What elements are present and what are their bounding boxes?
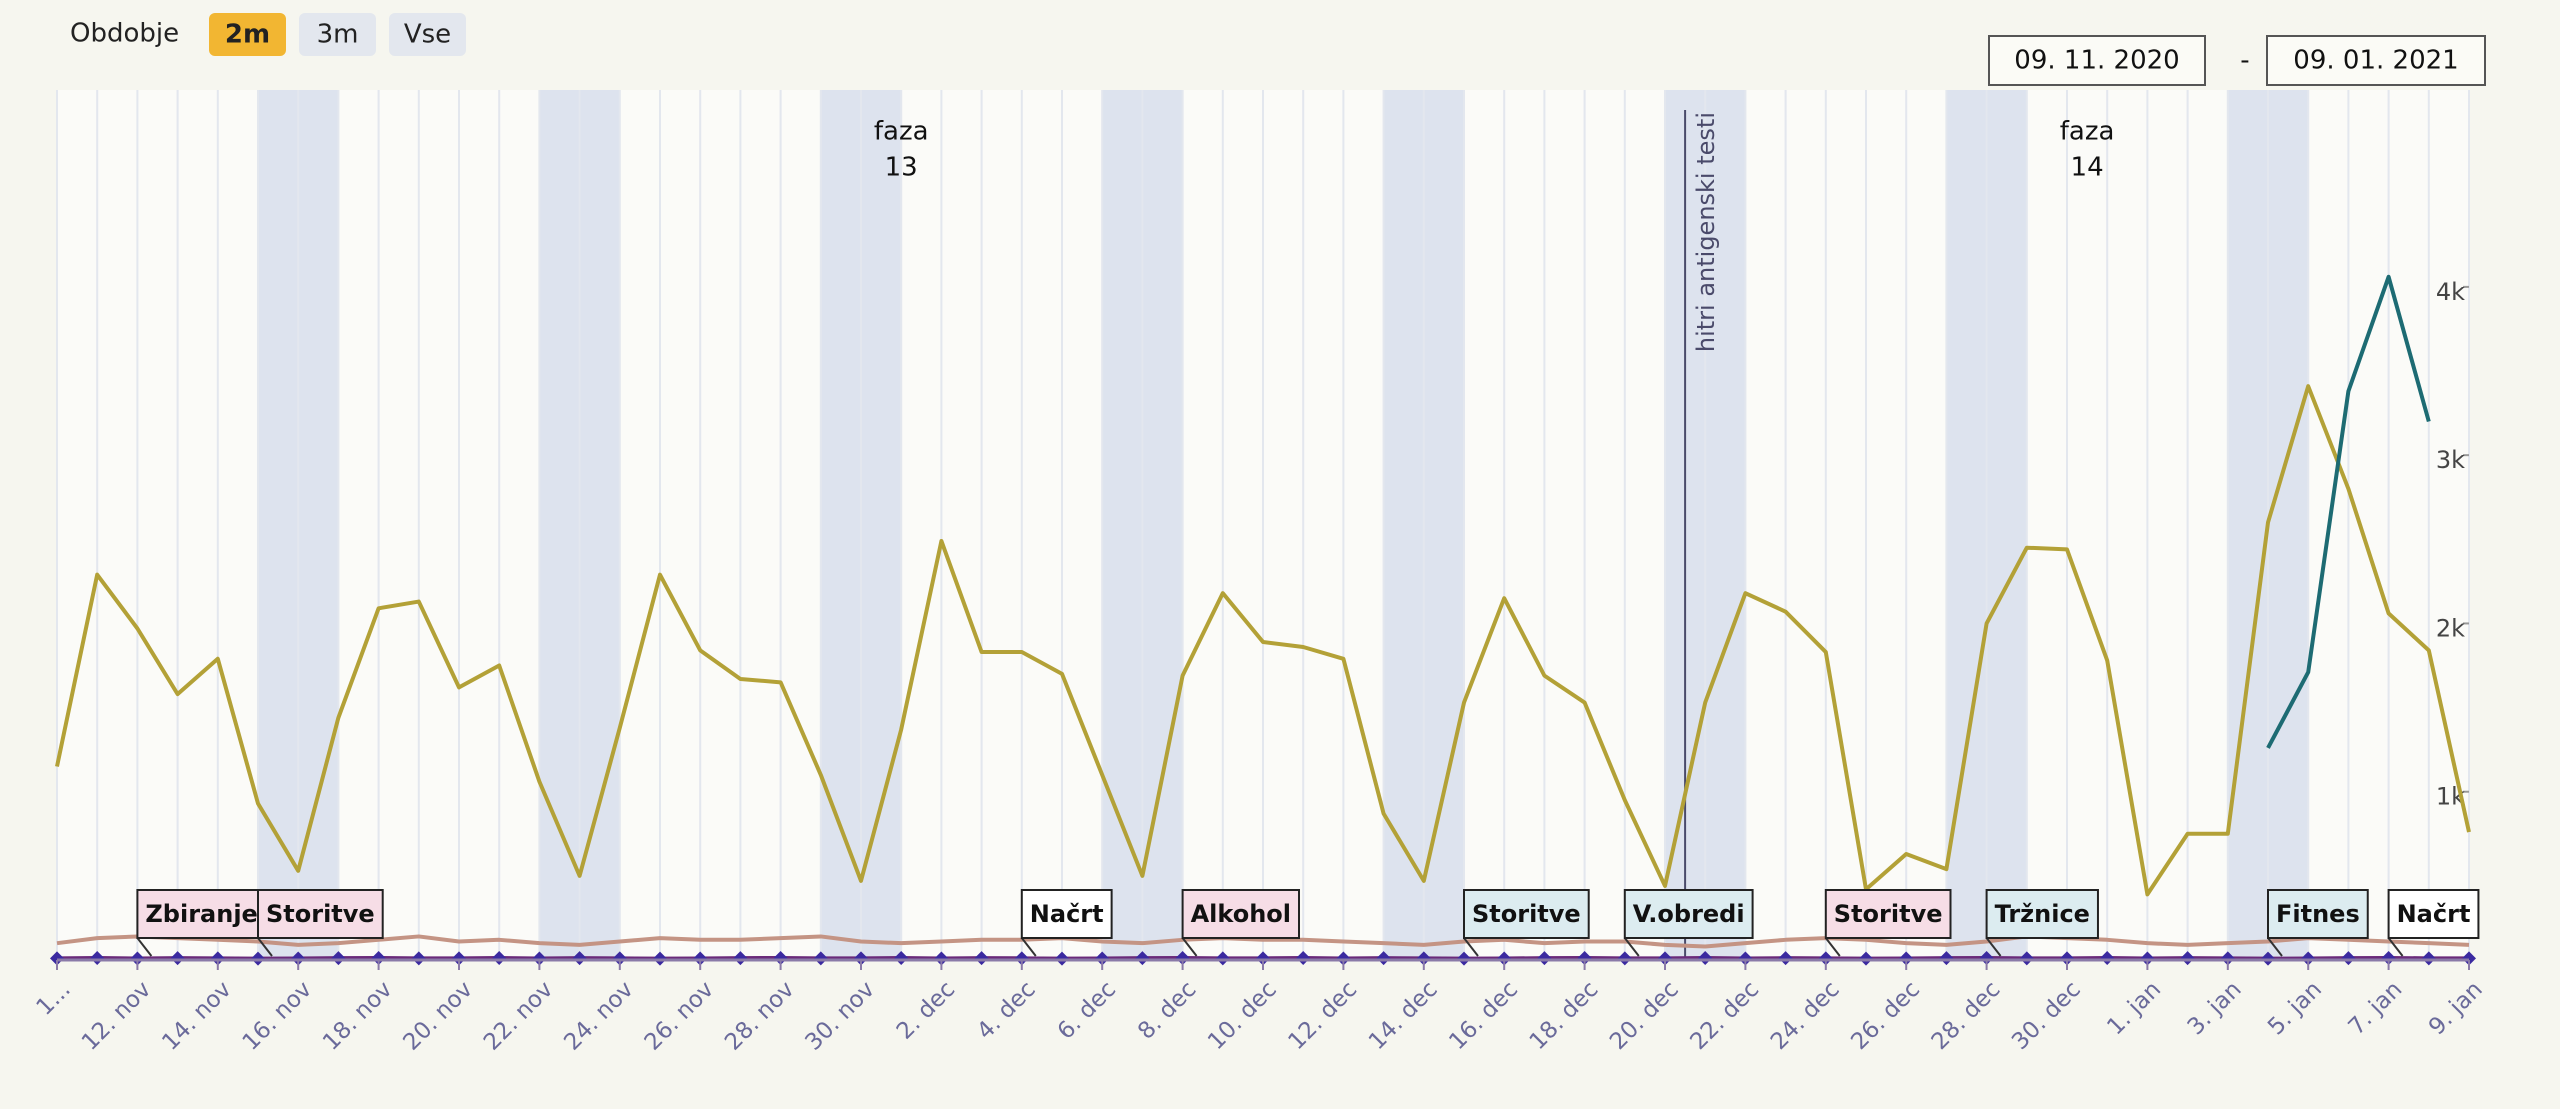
series-line — [55, 384, 2471, 897]
series-marker — [452, 951, 466, 966]
flag-pole — [2387, 937, 2404, 957]
series-marker — [1215, 951, 1230, 966]
series-marker — [1818, 951, 1833, 966]
series-marker — [2421, 951, 2436, 966]
series-marker — [934, 951, 949, 966]
flag-pole — [1463, 937, 1479, 957]
flag-box — [257, 889, 384, 939]
flag-label: Alkohol — [1191, 900, 1291, 928]
series-marker — [1658, 951, 1672, 966]
phase-label: faza — [874, 117, 929, 147]
series-marker — [1376, 951, 1391, 966]
series-marker — [1497, 951, 1512, 966]
period-button-label[interactable]: 3m — [317, 20, 359, 50]
series-marker — [331, 951, 346, 966]
y-tick-label: 2k — [2436, 614, 2465, 642]
flag-box — [1463, 889, 1590, 939]
flag-box — [1824, 889, 1952, 939]
series-marker — [2341, 951, 2356, 966]
flag-box — [1181, 889, 1301, 939]
phase-label: 14 — [2071, 153, 2104, 183]
period-button[interactable] — [209, 13, 286, 56]
flag-box — [1623, 889, 1754, 939]
series-marker — [1095, 951, 1110, 966]
date-to: 09. 01. 2021 — [2293, 46, 2458, 76]
phase-label: 13 — [885, 153, 918, 183]
y-tick-label: 3k — [2436, 446, 2465, 474]
series-marker — [1738, 951, 1753, 966]
flag-label: V.obredi — [1633, 900, 1745, 928]
series-marker — [291, 951, 306, 966]
plot-line-label: hitri antigenski testi — [1692, 112, 1720, 352]
series-marker — [1256, 951, 1270, 966]
series-marker — [1939, 951, 1954, 966]
series-marker — [2019, 951, 2034, 966]
period-button[interactable] — [389, 13, 466, 56]
series-marker — [854, 951, 868, 966]
series-marker — [2301, 951, 2316, 966]
date-from-input[interactable] — [1988, 35, 2206, 86]
date-to-input[interactable] — [2266, 35, 2486, 86]
period-button[interactable] — [299, 13, 376, 56]
flag-pole — [257, 937, 273, 957]
flag-label: Fitnes — [2276, 900, 2360, 928]
flag-pole — [1624, 937, 1640, 957]
flag-label: Storitve — [1834, 900, 1943, 928]
series-marker — [411, 951, 426, 966]
flag-box — [2387, 889, 2480, 939]
series-marker — [532, 951, 547, 966]
series-marker — [1336, 951, 1351, 966]
series-marker — [813, 951, 828, 966]
series-marker — [130, 951, 145, 966]
flag-pole — [1181, 937, 1198, 957]
flag-label: Zbiranje — [145, 900, 257, 928]
flag-pole — [1021, 937, 1037, 957]
series-marker — [2060, 951, 2074, 966]
series-marker — [693, 951, 708, 966]
period-button-label[interactable]: Vse — [404, 20, 451, 50]
series-marker — [1617, 951, 1632, 966]
flag-label: Načrt — [2397, 900, 2471, 928]
series-marker — [210, 951, 225, 966]
series-marker — [2220, 951, 2235, 966]
series-marker — [1778, 951, 1793, 966]
flag-box — [1020, 889, 1113, 939]
series-marker — [733, 951, 748, 966]
y-tick-label: 4k — [2436, 278, 2465, 306]
flag-pole — [1825, 937, 1841, 957]
series-marker — [1014, 951, 1029, 966]
flag-label: Storitve — [1472, 900, 1581, 928]
period-label: Obdobje — [70, 19, 179, 49]
series-line — [2266, 274, 2431, 749]
flag-label: Načrt — [1030, 900, 1104, 928]
series-marker — [1135, 951, 1150, 966]
series-marker — [170, 951, 185, 966]
series-marker — [2180, 951, 2195, 966]
flag-box — [2267, 889, 2369, 939]
flag-pole — [136, 937, 153, 957]
flag-label: Tržnice — [1995, 900, 2090, 928]
series-marker — [50, 951, 64, 966]
date-from: 09. 11. 2020 — [2014, 46, 2179, 76]
flag-pole — [2267, 937, 2283, 957]
series-marker — [974, 951, 989, 966]
series-marker — [1899, 951, 1914, 966]
series-marker — [1537, 951, 1552, 966]
series-marker — [2140, 951, 2155, 966]
flag-box — [136, 889, 267, 939]
series-marker — [572, 951, 587, 966]
flag-label: Storitve — [266, 900, 375, 928]
series-marker — [2462, 951, 2476, 966]
flag-box — [1985, 889, 2099, 939]
phase-label: faza — [2060, 117, 2115, 147]
series-marker — [1416, 951, 1431, 966]
series-marker — [612, 951, 627, 966]
period-button-label[interactable]: 2m — [225, 20, 270, 50]
date-separator: - — [2240, 46, 2249, 76]
flag-pole — [1985, 937, 2002, 957]
